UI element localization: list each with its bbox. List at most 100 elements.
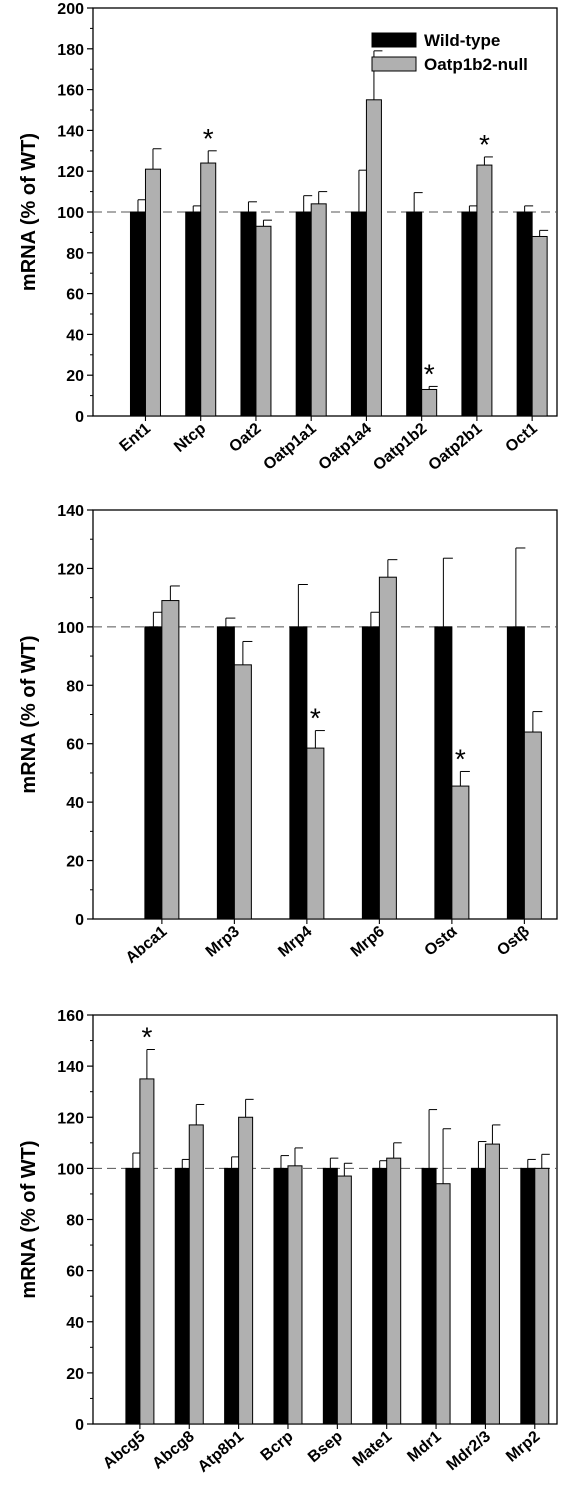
y-tick-label: 20 bbox=[66, 854, 84, 871]
y-tick-label: 0 bbox=[75, 1417, 84, 1434]
y-axis-label: mRNA (% of WT) bbox=[18, 133, 40, 291]
y-tick-label: 80 bbox=[66, 246, 84, 263]
bar-wild-type-ent1 bbox=[129, 211, 146, 417]
bar-wild-type-ost bbox=[434, 626, 453, 920]
bar-null-atp8b1 bbox=[238, 1116, 254, 1425]
y-tick-label: 100 bbox=[57, 205, 84, 222]
bar-null-ntcp bbox=[200, 162, 217, 417]
x-category-label: Abcg8 bbox=[149, 1428, 197, 1473]
bar-null-oat2 bbox=[255, 225, 272, 417]
x-category-label: Abca1 bbox=[123, 923, 171, 967]
x-category-label: Mrp6 bbox=[348, 923, 388, 961]
significance-star: * bbox=[141, 1022, 152, 1053]
bar-null-mdr1 bbox=[435, 1183, 451, 1425]
x-category-label: Mate1 bbox=[350, 1428, 396, 1470]
bar-null-oatp2b1 bbox=[476, 164, 493, 417]
bar-wild-type-mrp3 bbox=[216, 626, 235, 920]
y-tick-label: 160 bbox=[57, 83, 84, 100]
y-tick-label: 80 bbox=[66, 1213, 84, 1230]
chart-panel-1: 0 20 40 60 80 100 120 140 160 180 200 mRNA (% of WT… bbox=[18, 1, 558, 474]
y-tick-label: 80 bbox=[66, 678, 84, 695]
bar-wild-type-oatp1b2 bbox=[406, 211, 423, 417]
y-tick-label: 20 bbox=[66, 1366, 84, 1383]
y-tick-label: 120 bbox=[57, 561, 84, 578]
significance-star: * bbox=[479, 129, 490, 160]
y-tick-label: 60 bbox=[66, 287, 84, 304]
bar-wild-type-abcg5 bbox=[125, 1167, 141, 1425]
legend: Wild-type Oatp1b2-null bbox=[371, 31, 528, 74]
bar-wild-type-mdr23 bbox=[470, 1167, 486, 1425]
bar-wild-type-mrp2 bbox=[520, 1167, 536, 1425]
x-category-label: Atp8b1 bbox=[195, 1428, 248, 1476]
bar-wild-type-mate1 bbox=[372, 1167, 388, 1425]
y-tick-label: 140 bbox=[57, 503, 84, 520]
bar-null-ost bbox=[523, 731, 542, 920]
y-tick-label: 160 bbox=[57, 1008, 84, 1025]
legend-swatch-wild-type bbox=[371, 32, 417, 48]
x-category-label: Ntcp bbox=[171, 420, 209, 456]
y-tick-label: 0 bbox=[75, 409, 84, 426]
bar-wild-type-mrp6 bbox=[361, 626, 380, 920]
y-tick-label: 100 bbox=[57, 620, 84, 637]
bar-null-oct1 bbox=[531, 235, 548, 417]
x-category-label: Mrp3 bbox=[203, 923, 243, 961]
x-category-label: Mdr1 bbox=[404, 1428, 444, 1466]
y-tick-label: 140 bbox=[57, 1059, 84, 1076]
legend-swatch-null bbox=[371, 56, 417, 72]
x-category-label: Oatp1b2 bbox=[370, 420, 430, 474]
significance-star: * bbox=[424, 358, 435, 389]
x-category-label: Oct1 bbox=[503, 420, 541, 456]
x-category-label: Oatp1a4 bbox=[316, 420, 375, 474]
bar-wild-type-mdr1 bbox=[421, 1167, 437, 1425]
bar-wild-type-abca1 bbox=[144, 626, 163, 920]
bar-null-oatp1b2 bbox=[421, 388, 438, 417]
y-tick-label: 40 bbox=[66, 1315, 84, 1332]
x-category-label: Ostβ bbox=[494, 923, 533, 960]
x-category-label: Mrp4 bbox=[275, 923, 315, 961]
x-category-label: Bcrp bbox=[258, 1428, 297, 1465]
bar-null-bcrp bbox=[287, 1165, 303, 1425]
bar-null-abcg8 bbox=[188, 1124, 204, 1425]
bar-wild-type-atp8b1 bbox=[224, 1167, 240, 1425]
bar-wild-type-bsep bbox=[322, 1167, 338, 1425]
x-category-label: Oatp2b1 bbox=[426, 420, 486, 474]
y-axis-label: mRNA (% of WT) bbox=[18, 635, 40, 793]
x-category-label: Mrp2 bbox=[503, 1428, 543, 1466]
chart-panel-3: 0 20 40 60 80 100 120 140 160 mRNA (% of WT) * Abcg… bbox=[18, 1008, 558, 1476]
bar-null-ent1 bbox=[144, 168, 161, 417]
bar-wild-type-mrp4 bbox=[289, 626, 308, 920]
x-category-label: Oat2 bbox=[226, 420, 264, 456]
y-tick-label: 140 bbox=[57, 123, 84, 140]
y-tick-label: 40 bbox=[66, 795, 84, 812]
bar-null-bsep bbox=[336, 1175, 352, 1425]
y-tick-label: 100 bbox=[57, 1161, 84, 1178]
y-tick-label: 0 bbox=[75, 912, 84, 929]
y-tick-label: 200 bbox=[57, 1, 84, 18]
bar-null-mdr23 bbox=[484, 1143, 500, 1425]
bar-null-mate1 bbox=[386, 1157, 402, 1425]
significance-star: * bbox=[203, 123, 214, 154]
y-tick-label: 180 bbox=[57, 42, 84, 59]
x-category-label: Oatp1a1 bbox=[260, 420, 319, 474]
bar-wild-type-ost bbox=[506, 626, 525, 920]
legend-label-null: Oatp1b2-null bbox=[424, 55, 528, 74]
x-category-label: Ostα bbox=[422, 923, 461, 960]
bar-wild-type-oatp1a4 bbox=[350, 211, 367, 417]
bar-wild-type-ntcp bbox=[185, 211, 202, 417]
y-tick-label: 60 bbox=[66, 737, 84, 754]
bar-null-mrp4 bbox=[306, 747, 325, 920]
bar-wild-type-oat2 bbox=[240, 211, 257, 417]
y-tick-label: 120 bbox=[57, 1110, 84, 1127]
bar-null-mrp3 bbox=[233, 664, 252, 920]
x-category-label: Bsep bbox=[305, 1428, 346, 1466]
bar-wild-type-oatp2b1 bbox=[461, 211, 478, 417]
y-axis-label: mRNA (% of WT) bbox=[18, 1140, 40, 1298]
bar-null-oatp1a1 bbox=[310, 203, 327, 417]
chart-panel-2: 0 20 40 60 80 100 120 140 mRNA (% of WT) Abca1 Mrp… bbox=[18, 503, 558, 967]
bar-null-mrp6 bbox=[378, 576, 397, 920]
bar-null-mrp2 bbox=[534, 1167, 550, 1425]
y-tick-label: 40 bbox=[66, 327, 84, 344]
bar-wild-type-bcrp bbox=[273, 1167, 289, 1425]
x-category-label: Abcg5 bbox=[100, 1428, 148, 1473]
